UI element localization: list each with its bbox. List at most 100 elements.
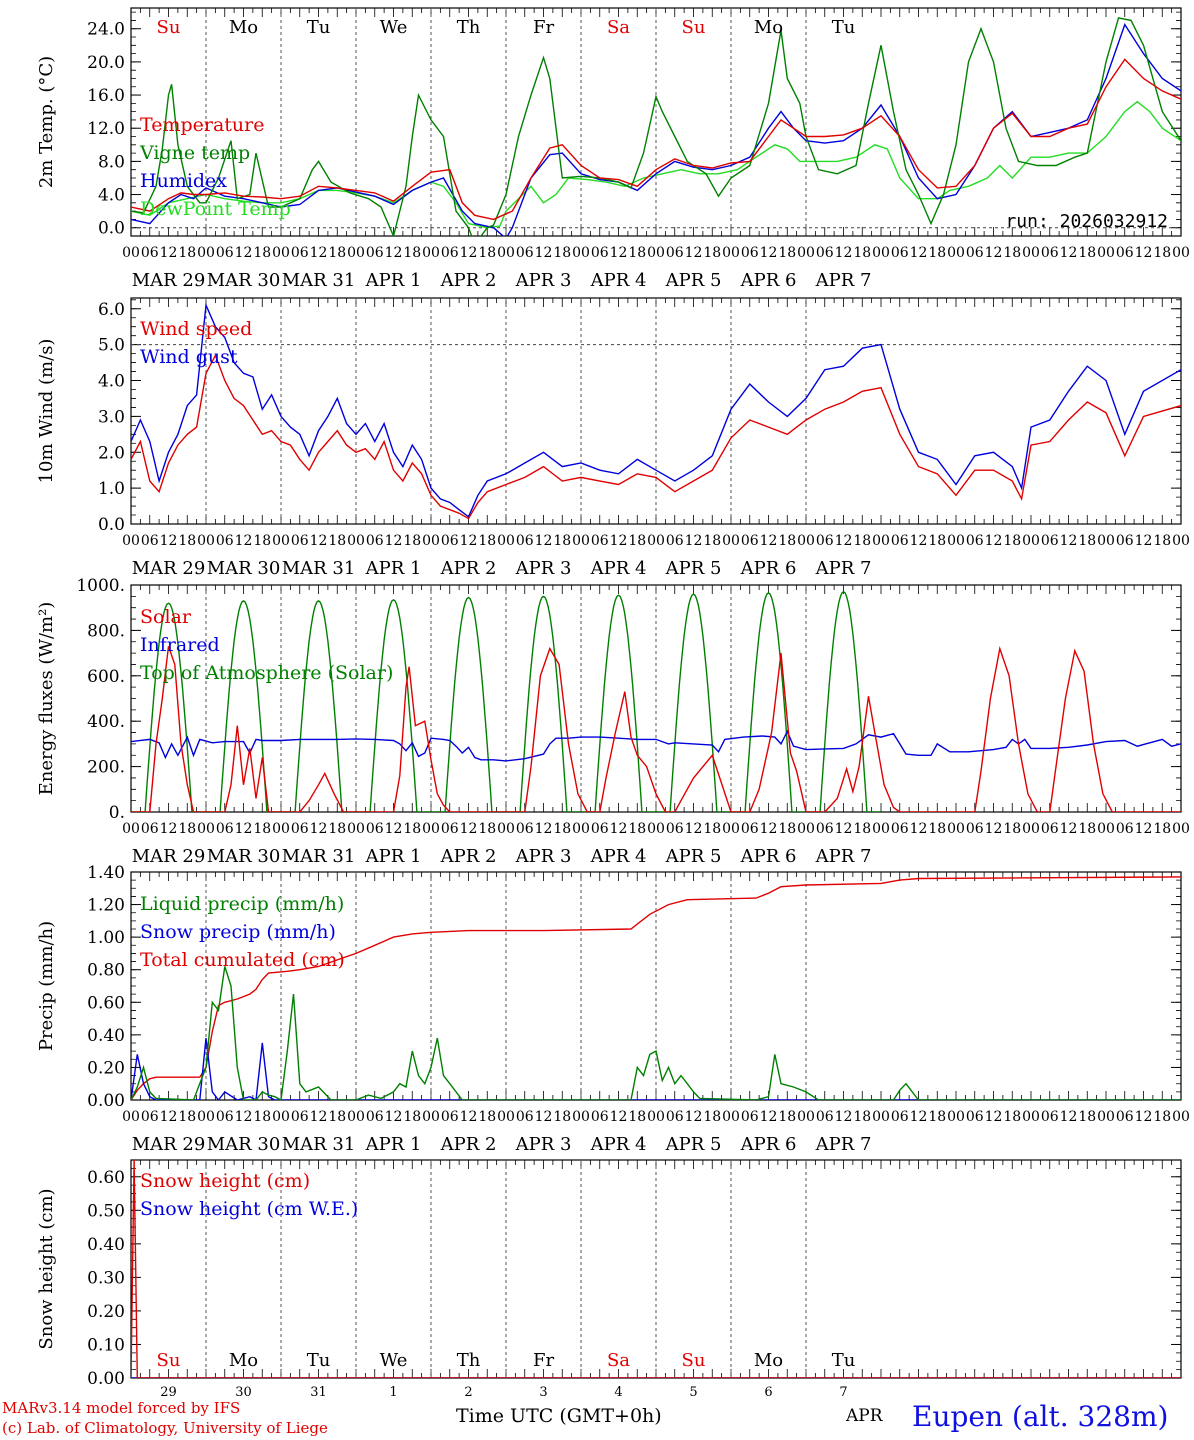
date-label: APR 1 xyxy=(365,558,422,579)
date-label: APR 2 xyxy=(440,270,497,291)
location-label: Eupen (alt. 328m) xyxy=(912,1400,1169,1433)
hour-tick-label: 18 xyxy=(1153,1109,1171,1125)
hour-tick-label: 18 xyxy=(403,245,421,261)
legend-entry: Vigne temp xyxy=(139,142,250,164)
hour-tick-label: 12 xyxy=(985,1109,1003,1125)
hour-tick-label: 18 xyxy=(178,1109,196,1125)
hour-tick-label: 00 xyxy=(872,533,890,549)
day-name: We xyxy=(380,1350,408,1371)
hour-tick-label: 00 xyxy=(872,821,890,837)
hour-tick-label: 18 xyxy=(328,821,346,837)
hour-tick-label: 12 xyxy=(685,821,703,837)
hour-tick-label: 00 xyxy=(422,245,440,261)
hour-tick-label: 00 xyxy=(947,245,965,261)
hour-tick-label: 18 xyxy=(1003,821,1021,837)
date-label: APR 7 xyxy=(815,1134,872,1155)
hour-tick-label: 00 xyxy=(422,1109,440,1125)
hour-tick-label: 06 xyxy=(1041,1109,1059,1125)
date-label: APR 4 xyxy=(590,270,647,291)
hour-tick-label: 12 xyxy=(760,533,778,549)
hour-tick-label: 18 xyxy=(178,245,196,261)
day-name: Mo xyxy=(754,17,783,38)
hour-tick-label: 00 xyxy=(947,821,965,837)
hour-tick-label: 18 xyxy=(853,533,871,549)
hour-tick-label: 12 xyxy=(610,245,628,261)
hour-tick-label: 06 xyxy=(1116,1109,1134,1125)
hour-tick-label: 00 xyxy=(722,533,740,549)
hour-tick-label: 06 xyxy=(141,821,159,837)
y-tick-label: 1.00 xyxy=(87,928,125,948)
hour-tick-label: 00 xyxy=(197,245,215,261)
hour-tick-label: 00 xyxy=(422,821,440,837)
day-name: Fr xyxy=(533,1350,554,1371)
hour-tick-label: 12 xyxy=(460,533,478,549)
hour-tick-label: 00 xyxy=(272,245,290,261)
hour-tick-label: 06 xyxy=(291,1109,309,1125)
hour-tick-label: 18 xyxy=(403,821,421,837)
date-label: APR 3 xyxy=(515,270,572,291)
y-tick-label: 20.0 xyxy=(87,53,125,73)
date-label: APR 4 xyxy=(590,558,647,579)
date-label: APR 5 xyxy=(665,1134,722,1155)
hour-tick-label: 12 xyxy=(385,533,403,549)
hour-tick-label: 06 xyxy=(441,533,459,549)
hour-tick-label: 12 xyxy=(610,821,628,837)
hour-tick-label: 06 xyxy=(291,245,309,261)
hour-tick-label: 12 xyxy=(685,533,703,549)
hour-tick-label: 06 xyxy=(816,245,834,261)
hour-tick-label: 18 xyxy=(703,1109,721,1125)
day-number: 1 xyxy=(389,1385,397,1400)
y-axis-label: 10m Wind (m/s) xyxy=(36,339,57,484)
date-label: APR 6 xyxy=(740,558,797,579)
hour-tick-label: 18 xyxy=(253,533,271,549)
hour-tick-label: 06 xyxy=(891,821,909,837)
hour-tick-label: 06 xyxy=(216,821,234,837)
hour-tick-label: 18 xyxy=(778,821,796,837)
hour-tick-label: 18 xyxy=(628,245,646,261)
y-tick-label: 1.40 xyxy=(87,863,125,883)
date-label: MAR 30 xyxy=(207,846,281,867)
hour-tick-label: 06 xyxy=(441,1109,459,1125)
hour-tick-label: 18 xyxy=(1078,245,1096,261)
date-label: MAR 29 xyxy=(132,270,206,291)
hour-tick-label: 00 xyxy=(497,821,515,837)
day-name: We xyxy=(380,17,408,38)
hour-tick-label: 18 xyxy=(1153,245,1171,261)
hour-tick-label: 12 xyxy=(310,821,328,837)
hour-tick-label: 00 xyxy=(272,1109,290,1125)
panel-5: 0.00 0.10 0.20 0.30 0.40 0.50 0.60 Snow height … xyxy=(36,1159,1182,1400)
y-tick-label: 0.20 xyxy=(87,1058,125,1078)
hour-tick-label: 00 xyxy=(797,821,815,837)
hour-tick-label: 06 xyxy=(816,1109,834,1125)
hour-tick-label: 18 xyxy=(403,533,421,549)
hour-tick-label: 00 xyxy=(197,533,215,549)
day-name: Mo xyxy=(229,17,258,38)
day-name: Sa xyxy=(607,1350,630,1371)
day-name: Tu xyxy=(307,17,331,38)
hour-tick-label: 18 xyxy=(853,1109,871,1125)
hour-tick-label: 12 xyxy=(160,245,178,261)
hour-tick-label: 06 xyxy=(741,533,759,549)
hour-tick-label: 18 xyxy=(1153,821,1171,837)
hour-tick-label: 06 xyxy=(291,533,309,549)
hour-tick-label: 06 xyxy=(741,245,759,261)
panel-3: 0. 200. 400. 600. 800. 1000. Energy fluxes (W/… xyxy=(36,576,1190,867)
hour-tick-label: 12 xyxy=(235,245,253,261)
hour-tick-label: 00 xyxy=(1022,245,1040,261)
hour-tick-label: 18 xyxy=(478,245,496,261)
hour-tick-label: 12 xyxy=(460,245,478,261)
hour-tick-label: 00 xyxy=(1172,821,1190,837)
hour-tick-label: 18 xyxy=(178,533,196,549)
hour-tick-label: 06 xyxy=(666,533,684,549)
legend-entry: Temperature xyxy=(140,114,264,136)
hour-tick-label: 00 xyxy=(347,1109,365,1125)
hour-tick-label: 00 xyxy=(572,533,590,549)
lab-credit: (c) Lab. of Climatology, University of L… xyxy=(2,1419,328,1437)
legend-entry: DewPoint Temp xyxy=(140,198,291,220)
hour-tick-label: 06 xyxy=(1116,533,1134,549)
hour-tick-label: 06 xyxy=(966,821,984,837)
hour-tick-label: 06 xyxy=(216,245,234,261)
y-tick-label: 0. xyxy=(109,803,125,823)
hour-tick-label: 12 xyxy=(985,821,1003,837)
run-label: run: 2026032912 xyxy=(1005,211,1168,232)
